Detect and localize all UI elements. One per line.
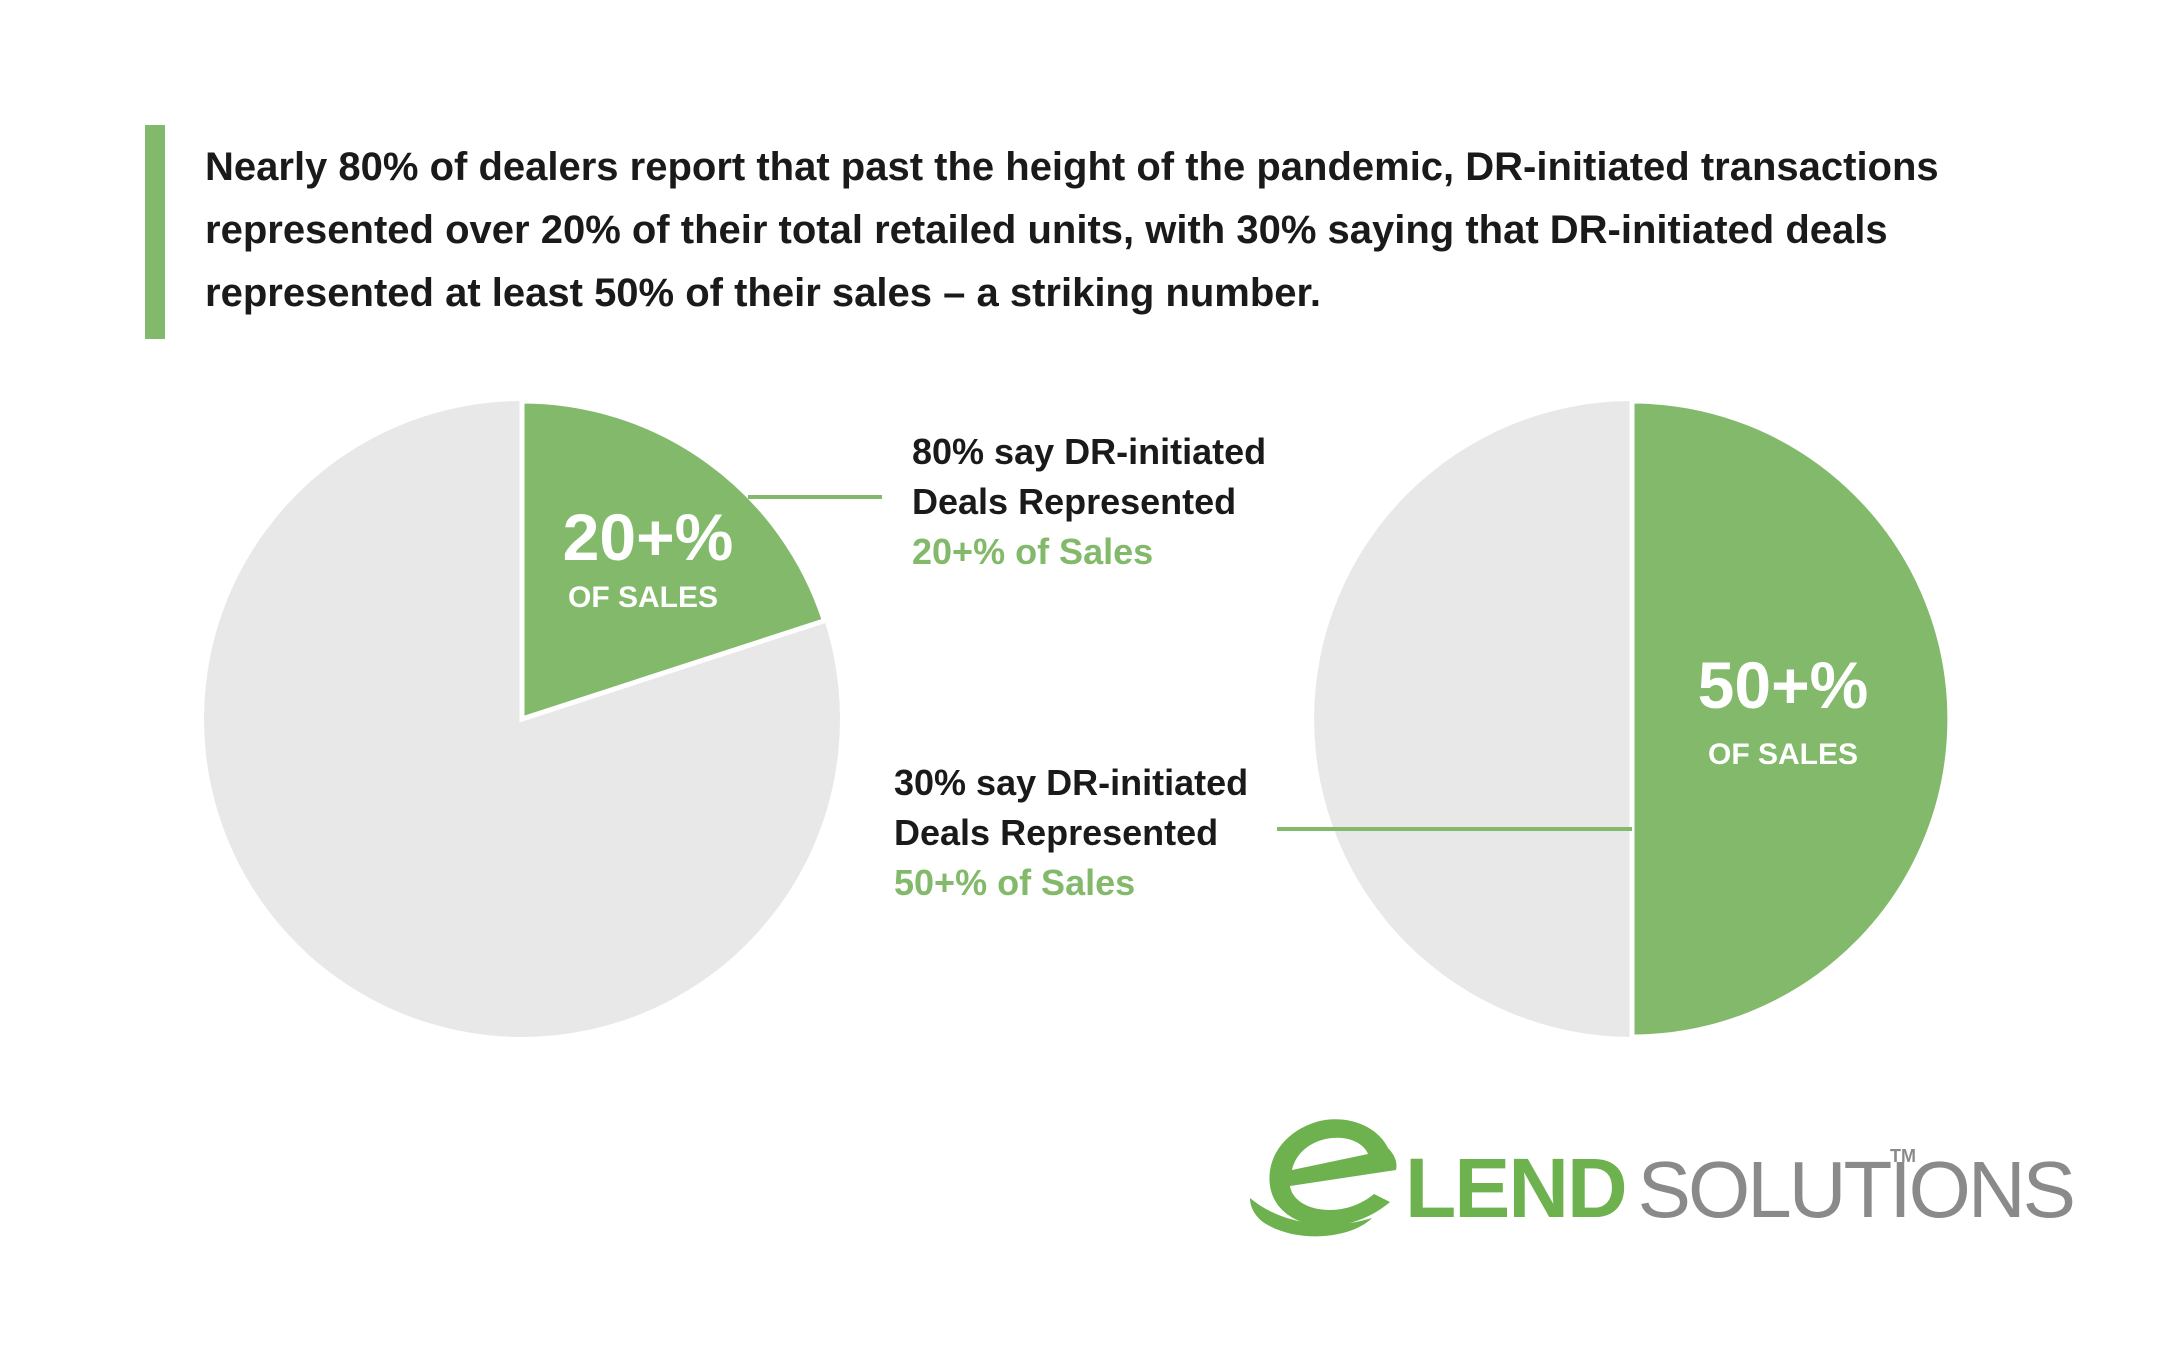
pie-1-callout-line-2: Deals Represented	[912, 481, 1237, 522]
pie-2-slice-remainder	[1314, 401, 1632, 1037]
headline-text: Nearly 80% of dealers report that past t…	[205, 145, 1939, 315]
logo-brand-secondary: SOLUTIONS	[1637, 1145, 2076, 1234]
pie-chart-2: 50+% OF SALES	[1277, 398, 1953, 1040]
pie-1-callout: 80% say DR-initiated Deals Represented 2…	[912, 427, 1266, 577]
pie-2-callout-line-3: 50+% of Sales	[894, 862, 1136, 903]
pie-1-slice-caption: OF SALES	[568, 581, 718, 614]
pie-2-slice-highlight	[1629, 398, 1953, 1040]
pie-2-callout-line-2: Deals Represented	[894, 812, 1219, 853]
pie-1-callout-line-3: 20+% of Sales	[912, 531, 1154, 572]
pie-1-slice-value: 20+%	[563, 500, 734, 574]
pie-2-callout: 30% say DR-initiated Deals Represented 5…	[894, 758, 1248, 908]
e-swoosh-logo-icon	[1250, 1119, 1397, 1237]
pie-2-slice-value: 50+%	[1698, 648, 1869, 722]
logo-brand-main: LEND	[1405, 1141, 1628, 1235]
logo-wordmark: LEND SOLUTIONS	[1405, 1140, 2076, 1237]
pie-1-callout-line-1: 80% say DR-initiated	[912, 431, 1267, 472]
elend-solutions-logo: LEND SOLUTIONS TM	[1248, 1110, 2076, 1240]
pie-2-callout-line-1: 30% say DR-initiated	[894, 762, 1249, 803]
pie-1-slice-highlight	[519, 398, 828, 723]
pie-chart-1: 20+% OF SALES	[204, 398, 882, 1037]
headline-accent-bar	[145, 125, 165, 339]
logo-trademark: TM	[1890, 1146, 1916, 1166]
pie-2-slice-caption: OF SALES	[1708, 738, 1858, 771]
